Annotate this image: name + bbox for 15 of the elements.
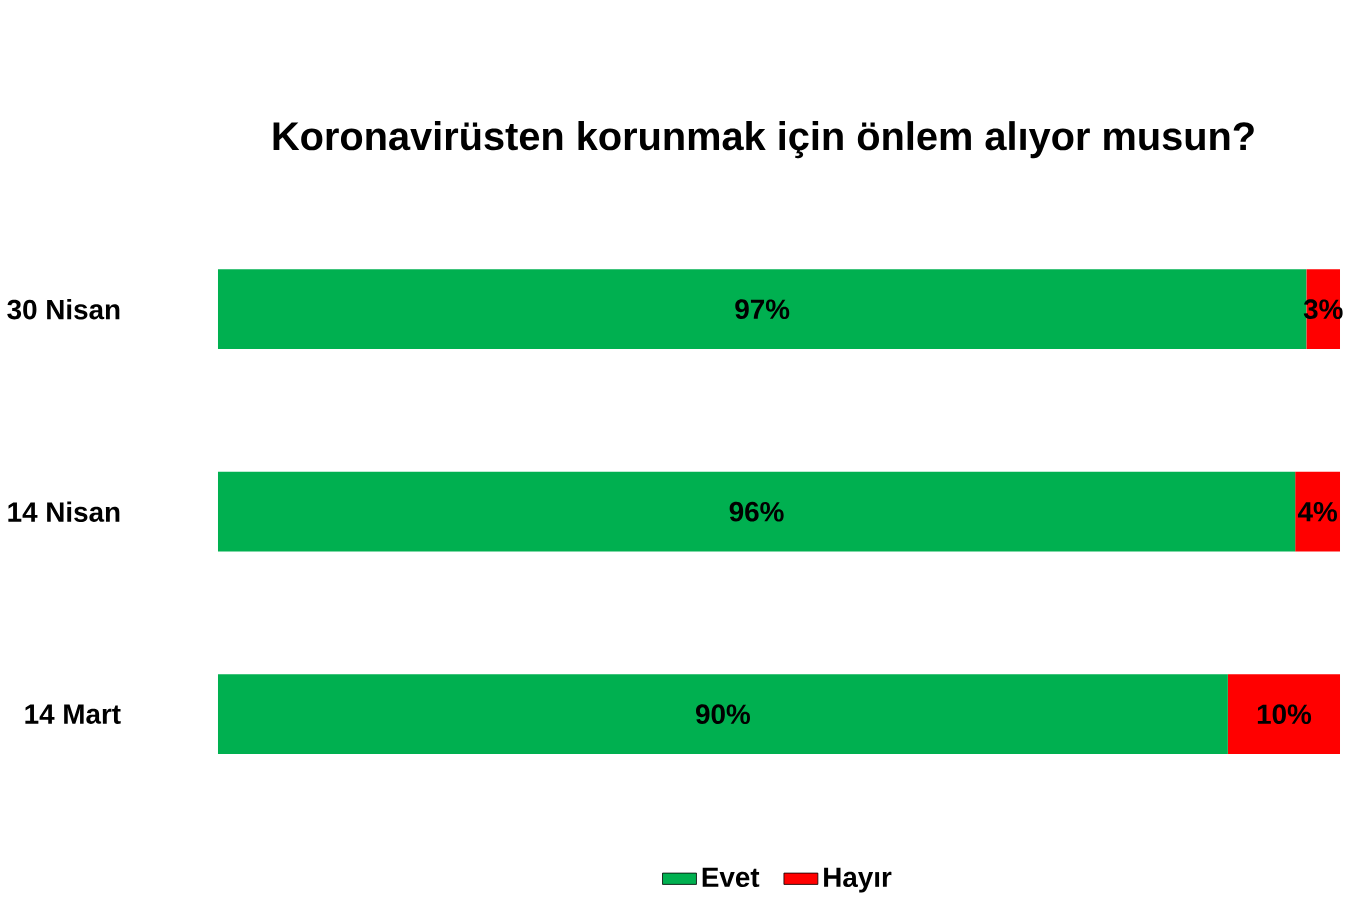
data-label: 97% xyxy=(735,299,790,320)
bar xyxy=(1295,471,1341,552)
bar xyxy=(217,471,1296,552)
data-label: 10% xyxy=(1257,704,1312,725)
y-tick-label: 14 Nisan xyxy=(8,501,120,523)
y-tick-label: 30 Nisan xyxy=(7,299,120,320)
bar xyxy=(217,674,1228,755)
chart-title: Koronavirüsten korunmak için önlem alıyor musun? xyxy=(273,121,1254,159)
legend-label: Evet xyxy=(702,867,760,888)
bar xyxy=(1227,674,1341,755)
y-tick-label: 14 Mart xyxy=(25,704,121,725)
data-label: 96% xyxy=(729,501,784,522)
legend-label: Hayır xyxy=(824,867,892,893)
data-label: 90% xyxy=(695,704,750,725)
data-label: 4% xyxy=(1297,502,1337,522)
